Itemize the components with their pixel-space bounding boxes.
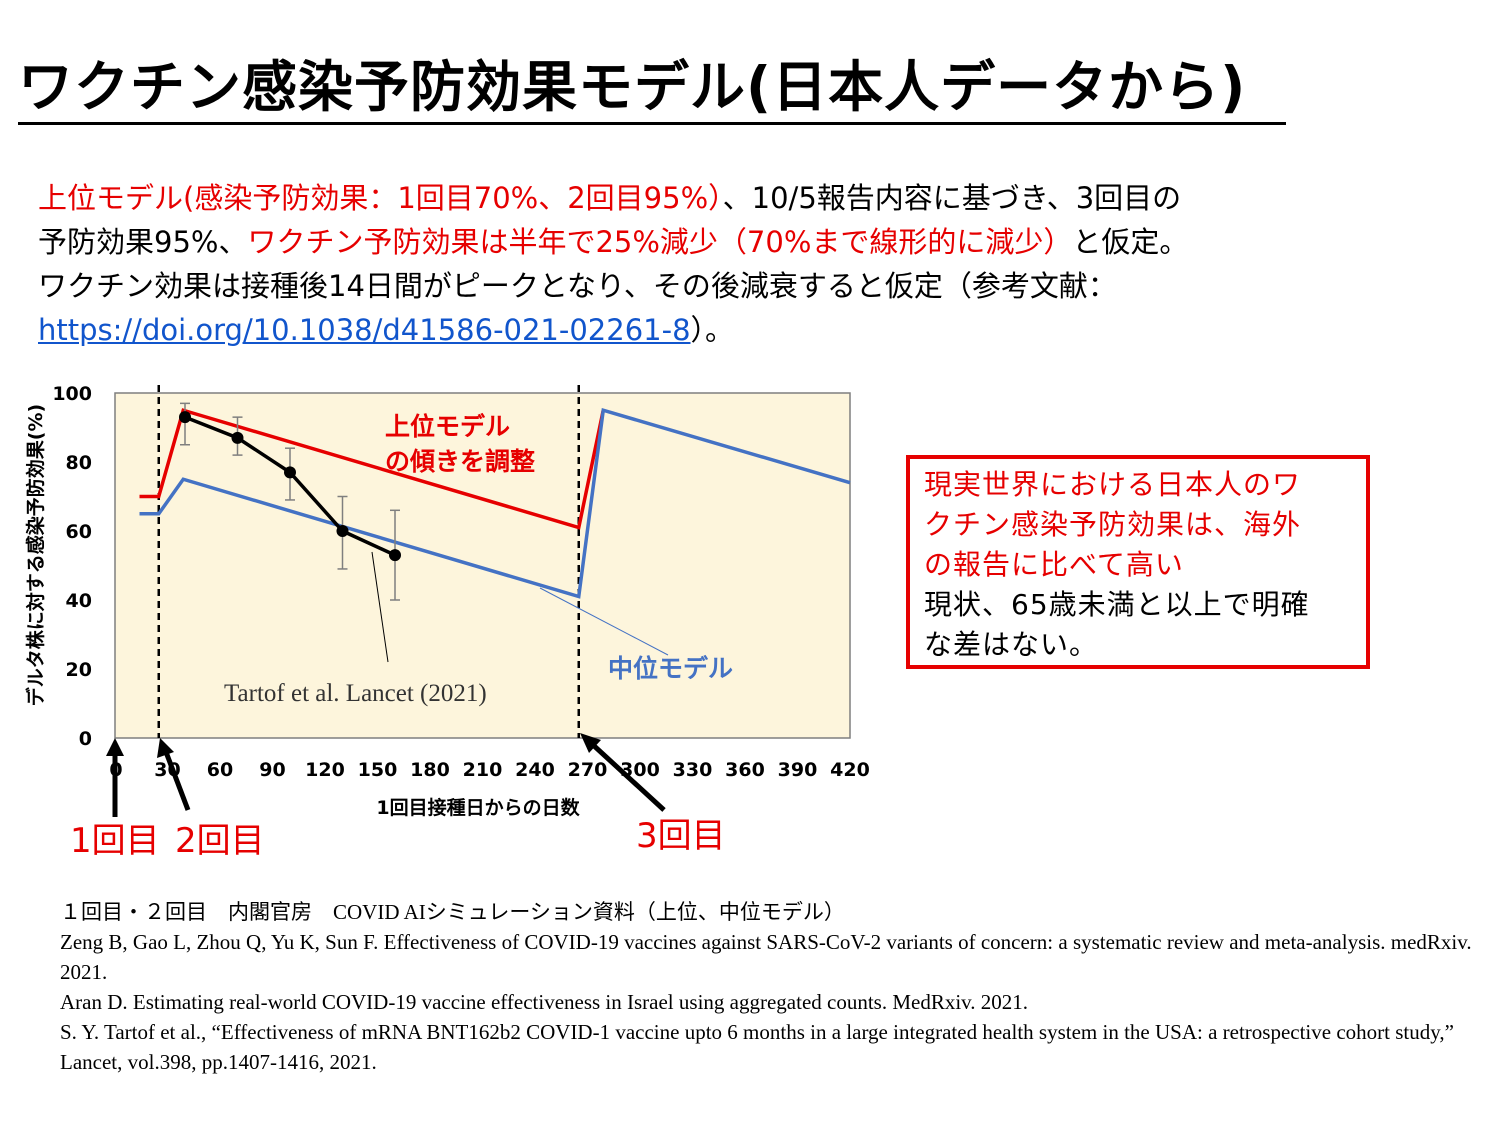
series-line-upper — [139, 408, 605, 530]
intro-text: 上位モデル(感染予防効果：1回目70%、2回目95%）、10/5報告内容に基づき… — [38, 176, 1478, 352]
x-tick-label: 360 — [725, 759, 765, 781]
upper-model-label-2: の傾きを調整 — [385, 447, 535, 476]
data-point — [336, 525, 349, 537]
note-red-line1: 現実世界における日本人のワ — [924, 468, 1302, 501]
dose3-arrow — [580, 733, 666, 812]
note-box: 現実世界における日本人のワ クチン感染予防効果は、海外 の報告に比べて高い 現状… — [906, 455, 1370, 669]
data-point — [179, 411, 191, 424]
x-tick-label: 240 — [515, 759, 555, 781]
x-tick-label: 120 — [305, 759, 345, 781]
references: １回目・２回目 内閣官房 COVID AIシミュレーション資料（上位、中位モデル… — [60, 897, 1480, 1077]
intro-line1-red: 上位モデル(感染予防効果：1回目70%、2回目95%） — [38, 181, 723, 215]
dose2-label: 2回目 — [175, 821, 265, 861]
reference-item: Zeng B, Gao L, Zhou Q, Yu K, Sun F. Effe… — [60, 930, 1472, 984]
page-title: ワクチン感染予防効果モデル(日本人データから) — [18, 52, 1286, 125]
upper-model-label-1: 上位モデル — [385, 412, 510, 441]
y-tick-label: 40 — [66, 590, 92, 612]
reference-link[interactable]: https://doi.org/10.1038/d41586-021-02261… — [38, 313, 691, 347]
intro-line1-black: 、10/5報告内容に基づき、3回目の — [722, 181, 1182, 215]
x-tick-label: 330 — [673, 759, 713, 781]
dose1-label: 1回目 — [70, 821, 160, 861]
y-tick-label: 100 — [52, 383, 92, 405]
x-tick-label: 60 — [207, 759, 233, 781]
dose2-arrow — [157, 738, 191, 811]
reference-item: １回目・２回目 内閣官房 COVID AIシミュレーション資料（上位、中位モデル… — [60, 900, 845, 924]
note-black-line2: な差はない。 — [924, 628, 1099, 661]
dose1-arrow — [106, 738, 124, 817]
y-tick-label: 60 — [66, 521, 92, 543]
intro-line2-red: ワクチン予防効果は半年で25%減少（70%まで線形的に減少） — [247, 225, 1073, 259]
y-tick-label: 80 — [66, 452, 92, 474]
intro-line2-black: 予防効果95%、 — [38, 225, 248, 259]
dose3-label: 3回目 — [636, 816, 726, 856]
reference-item: S. Y. Tartof et al., “Effectiveness of m… — [60, 1020, 1454, 1074]
tartof-label: Tartof et al. Lancet (2021) — [224, 680, 487, 707]
middle-callout-line — [539, 587, 669, 656]
x-tick-label: 420 — [830, 759, 870, 781]
data-point — [284, 466, 296, 479]
y-tick-label: 20 — [66, 659, 92, 681]
x-tick-label: 270 — [568, 759, 608, 781]
x-tick-label: 180 — [410, 759, 450, 781]
x-tick-label: 90 — [259, 759, 285, 781]
y-axis-title: デルタ株に対する感染予防効果(%) — [24, 404, 47, 706]
x-tick-label: 210 — [463, 759, 503, 781]
data-point — [389, 549, 401, 562]
reference-item: Aran D. Estimating real-world COVID-19 v… — [60, 990, 1029, 1014]
intro-line2-tail: と仮定。 — [1072, 225, 1189, 259]
series-line-middle — [139, 407, 851, 599]
x-tick-label: 150 — [358, 759, 398, 781]
middle-model-label: 中位モデル — [608, 654, 733, 683]
intro-line3: ワクチン効果は接種後14日間がピークとなり、その後減衰すると仮定（参考文献： — [38, 269, 1117, 303]
x-tick-label: 300 — [620, 759, 660, 781]
x-axis-title: 1回目接種日からの日数 — [376, 796, 580, 819]
tartof-callout-line — [371, 551, 389, 663]
y-tick-label: 0 — [79, 728, 92, 750]
note-red-line2: クチン感染予防効果は、海外 — [924, 508, 1302, 541]
data-point — [231, 431, 244, 444]
note-black-line1: 現状、65歳未満と以上で明確 — [924, 588, 1310, 621]
intro-line4-tail: ）。 — [690, 313, 735, 347]
note-red-line3: の報告に比べて高い — [924, 548, 1184, 581]
x-tick-label: 390 — [778, 759, 818, 781]
